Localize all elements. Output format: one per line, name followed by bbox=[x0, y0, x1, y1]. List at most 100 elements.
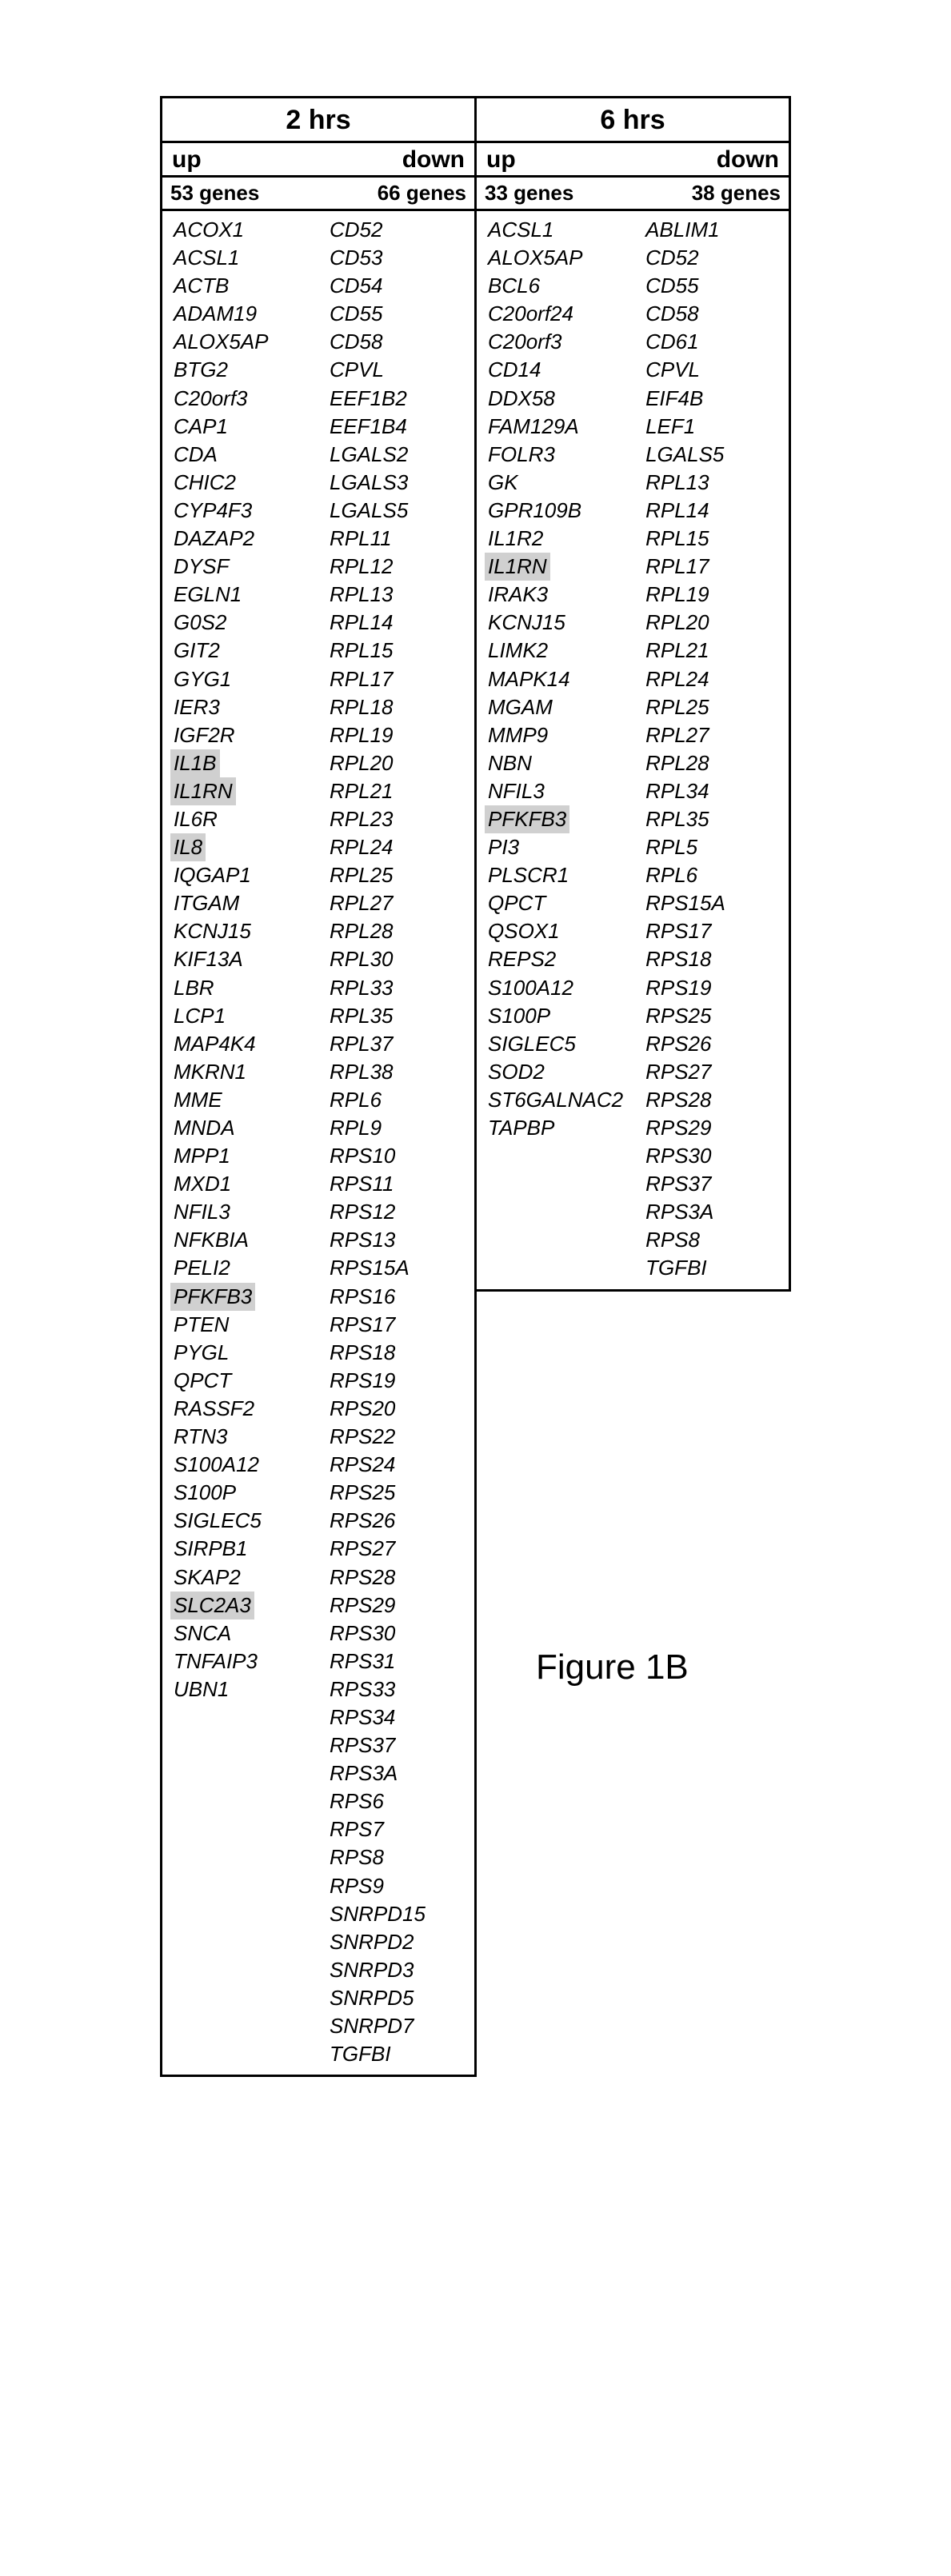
gene-item: RPS30 bbox=[642, 1142, 714, 1170]
gene-item: RPL17 bbox=[326, 665, 397, 693]
gene-item: RPS15A bbox=[326, 1254, 413, 1282]
gene-item: UBN1 bbox=[170, 1675, 232, 1703]
subhead-up: up bbox=[477, 143, 633, 175]
gene-item: RTN3 bbox=[170, 1423, 230, 1451]
gene-item: QSOX1 bbox=[485, 917, 563, 945]
gene-item: RPL27 bbox=[326, 889, 397, 917]
gene-item: PTEN bbox=[170, 1311, 232, 1339]
count-down: 38 genes bbox=[633, 178, 789, 209]
count-down: 66 genes bbox=[318, 178, 474, 209]
gene-item: IRAK3 bbox=[485, 581, 551, 609]
gene-item: RPS3A bbox=[326, 1759, 401, 1787]
gene-item: RPS18 bbox=[642, 945, 714, 973]
gene-item: LIMK2 bbox=[485, 637, 551, 665]
gene-item: RPS37 bbox=[326, 1731, 398, 1759]
gene-item: RPS8 bbox=[326, 1843, 387, 1871]
gene-item: RPS22 bbox=[326, 1423, 398, 1451]
gene-item: NBN bbox=[485, 749, 535, 777]
gene-item: RPL20 bbox=[642, 609, 713, 637]
gene-item: RPS20 bbox=[326, 1395, 398, 1423]
gene-item: EGLN1 bbox=[170, 581, 245, 609]
gene-item: IL1R2 bbox=[485, 525, 546, 553]
gene-item: RPS27 bbox=[326, 1535, 398, 1563]
gene-item: RPS37 bbox=[642, 1170, 714, 1198]
gene-item: RPL24 bbox=[642, 665, 713, 693]
gene-item: ACOX1 bbox=[170, 216, 247, 244]
subhead-down: down bbox=[318, 143, 474, 175]
gene-item: CD54 bbox=[326, 272, 386, 300]
gene-item: LEF1 bbox=[642, 413, 698, 441]
gene-item: GIT2 bbox=[170, 637, 223, 665]
gene-item: SLC2A3 bbox=[170, 1592, 254, 1619]
gene-item: MAP4K4 bbox=[170, 1030, 259, 1058]
gene-item: FAM129A bbox=[485, 413, 582, 441]
gene-item: IL6R bbox=[170, 805, 221, 833]
gene-item: IL1RN bbox=[485, 553, 550, 581]
gene-item: PFKFB3 bbox=[170, 1283, 255, 1311]
gene-item: RPS19 bbox=[642, 974, 714, 1002]
gene-item: IER3 bbox=[170, 693, 223, 721]
gene-item: IQGAP1 bbox=[170, 861, 254, 889]
gene-item: CD53 bbox=[326, 244, 386, 272]
count-up: 33 genes bbox=[477, 178, 633, 209]
genes-row: ACOX1ACSL1ACTBADAM19ALOX5APBTG2C20orf3CA… bbox=[162, 211, 474, 2077]
page: 2 hrsupdown53 genes66 genesACOX1ACSL1ACT… bbox=[0, 0, 951, 2576]
gene-item: RPS17 bbox=[326, 1311, 398, 1339]
gene-item: DYSF bbox=[170, 553, 232, 581]
gene-item: RPL15 bbox=[642, 525, 713, 553]
gene-item: SNRPD7 bbox=[326, 2012, 417, 2040]
gene-item: RPS34 bbox=[326, 1703, 398, 1731]
gene-item: RPS19 bbox=[326, 1367, 398, 1395]
gene-item: RPS17 bbox=[642, 917, 714, 945]
gene-item: SNRPD2 bbox=[326, 1928, 417, 1956]
gene-item: S100P bbox=[485, 1002, 553, 1030]
gene-item: RPS27 bbox=[642, 1058, 714, 1086]
gene-item: LGALS3 bbox=[326, 469, 411, 497]
gene-item: RPL19 bbox=[326, 721, 397, 749]
gene-item: CPVL bbox=[642, 356, 703, 384]
count-row: 33 genes38 genes bbox=[477, 178, 789, 211]
gene-item: RPS24 bbox=[326, 1451, 398, 1479]
gene-item: RPL25 bbox=[326, 861, 397, 889]
gene-item: RPL23 bbox=[326, 805, 397, 833]
gene-item: RPL17 bbox=[642, 553, 713, 581]
gene-item: SNCA bbox=[170, 1619, 234, 1647]
gene-item: PI3 bbox=[485, 833, 522, 861]
gene-item: RPL38 bbox=[326, 1058, 397, 1086]
gene-item: RPS33 bbox=[326, 1675, 398, 1703]
gene-item: RPL33 bbox=[326, 974, 397, 1002]
gene-item: RPL25 bbox=[642, 693, 713, 721]
gene-item: NFIL3 bbox=[170, 1198, 234, 1226]
gene-item: G0S2 bbox=[170, 609, 230, 637]
gene-item: TNFAIP3 bbox=[170, 1647, 261, 1675]
gene-item: RPS18 bbox=[326, 1339, 398, 1367]
gene-item: RPL24 bbox=[326, 833, 397, 861]
gene-item: RPS12 bbox=[326, 1198, 398, 1226]
gene-item: MGAM bbox=[485, 693, 556, 721]
gene-item: TGFBI bbox=[642, 1254, 710, 1282]
gene-item: MNDA bbox=[170, 1114, 238, 1142]
gene-item: LGALS5 bbox=[642, 441, 727, 469]
gene-item: CD52 bbox=[642, 244, 701, 272]
gene-item: RPL35 bbox=[326, 1002, 397, 1030]
gene-item: IL8 bbox=[170, 833, 206, 861]
gene-item: LBR bbox=[170, 974, 218, 1002]
gene-item: IL1B bbox=[170, 749, 220, 777]
gene-item: IGF2R bbox=[170, 721, 238, 749]
gene-item: KCNJ15 bbox=[170, 917, 254, 945]
gene-item: S100P bbox=[170, 1479, 239, 1507]
gene-item: DAZAP2 bbox=[170, 525, 258, 553]
gene-item: EIF4B bbox=[642, 385, 706, 413]
gene-item: ITGAM bbox=[170, 889, 242, 917]
gene-item: CD52 bbox=[326, 216, 386, 244]
gene-item: KIF13A bbox=[170, 945, 246, 973]
gene-item: CPVL bbox=[326, 356, 387, 384]
subhead-down: down bbox=[633, 143, 789, 175]
gene-item: ST6GALNAC2 bbox=[485, 1086, 626, 1114]
gene-item: RPL14 bbox=[326, 609, 397, 637]
gene-item: RPL15 bbox=[326, 637, 397, 665]
gene-item: ALOX5AP bbox=[485, 244, 586, 272]
gene-item: CYP4F3 bbox=[170, 497, 255, 525]
gene-item: RPS13 bbox=[326, 1226, 398, 1254]
gene-item: FOLR3 bbox=[485, 441, 558, 469]
